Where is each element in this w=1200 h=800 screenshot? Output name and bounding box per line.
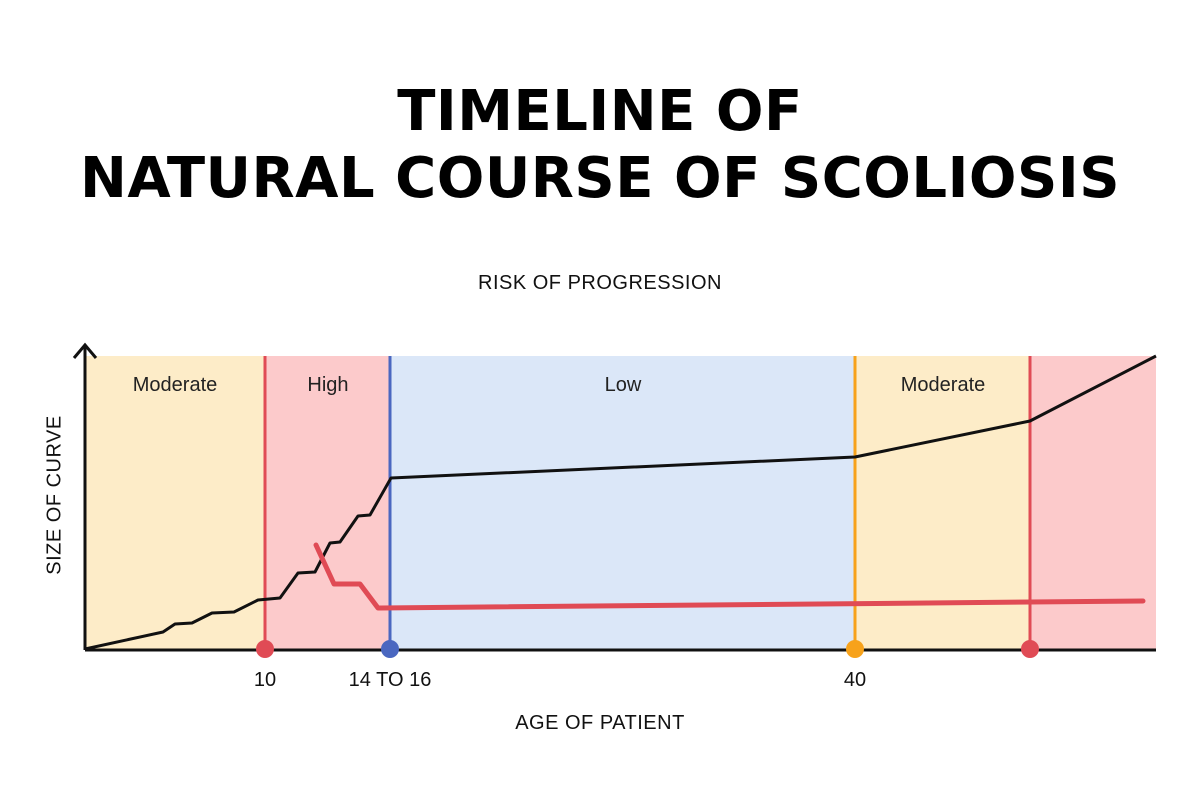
y-axis-arrow-icon	[72, 342, 98, 359]
curves	[84, 354, 1157, 651]
zone-label-1: Moderate	[133, 374, 218, 396]
curve-size-line	[84, 354, 1157, 651]
risk-zone-5	[1030, 356, 1156, 649]
age-marker-dot-1	[256, 640, 274, 658]
x-axis-label: AGE OF PATIENT	[515, 712, 685, 734]
age-tick-label-2: 14 TO 16	[349, 669, 432, 691]
title-line-2: NATURAL COURSE OF SCOLIOSIS	[79, 146, 1121, 212]
age-tick-label-1: 10	[254, 669, 276, 691]
risk-zone-3	[390, 356, 855, 649]
zone-label-2: High	[307, 374, 348, 396]
age-marker-dot-2	[381, 640, 399, 658]
age-marker-dot-3	[846, 640, 864, 658]
red-curve-line	[313, 542, 1146, 611]
risk-zones	[85, 356, 1156, 649]
page-title: TIMELINE OF NATURAL COURSE OF SCOLIOSIS	[0, 78, 1200, 212]
age-marker-dot-4	[1021, 640, 1039, 658]
risk-zone-2	[265, 356, 390, 649]
zone-label-4: Moderate	[901, 374, 986, 396]
risk-zone-1	[85, 356, 265, 649]
chart-subtitle: RISK OF PROGRESSION	[478, 272, 722, 294]
zone-labels: Moderate High Low Moderate	[133, 374, 986, 396]
age-markers: 10 14 TO 16 40	[254, 640, 1039, 691]
age-tick-label-3: 40	[844, 669, 866, 691]
zone-label-3: Low	[605, 374, 642, 396]
title-line-1: TIMELINE OF	[397, 79, 803, 144]
